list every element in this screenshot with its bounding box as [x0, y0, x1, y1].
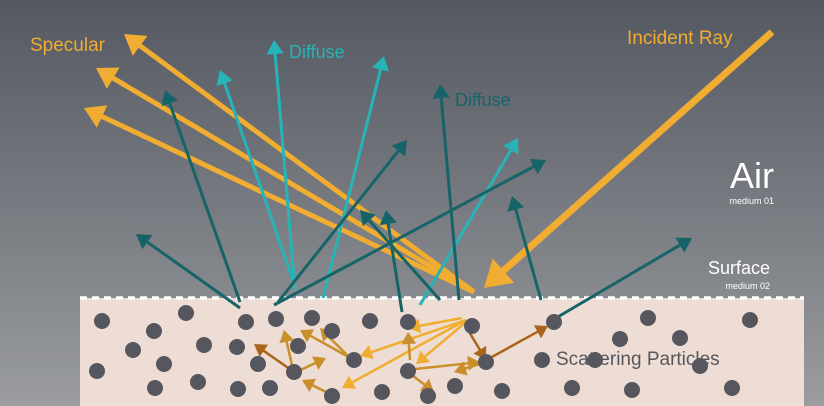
diffuse-label-light: Diffuse	[289, 42, 345, 62]
scattering-particle	[196, 337, 212, 353]
diffuse-ray-arrow	[136, 234, 241, 310]
scattering-particle	[742, 312, 758, 328]
scattering-particle	[262, 380, 278, 396]
scattering-particle	[238, 314, 254, 330]
scattering-particle	[374, 384, 390, 400]
scattering-particle	[89, 363, 105, 379]
diffuse-ray-arrow	[161, 90, 242, 303]
internal-scatter-arrow	[416, 321, 467, 364]
scattering-particle	[324, 323, 340, 339]
scattering-particle	[304, 310, 320, 326]
diffuse-ray-arrow	[266, 40, 297, 291]
scattering-particle	[362, 313, 378, 329]
scattering-particle	[640, 310, 656, 326]
diffuse-label-dark: Diffuse	[455, 90, 511, 110]
scattering-particle	[290, 338, 306, 354]
scattering-particle	[125, 342, 141, 358]
diffuse-ray-arrow	[360, 210, 442, 301]
diffuse-ray-arrow	[216, 70, 297, 287]
scattering-particle	[178, 305, 194, 321]
scattering-particle	[268, 311, 284, 327]
internal-scatter-arrow	[489, 325, 548, 360]
scattering-particle	[286, 364, 302, 380]
scattering-particle	[624, 382, 640, 398]
scattering-particle	[400, 363, 416, 379]
scattering-particles-label: Scattering Particles	[556, 349, 720, 370]
diffuse-ray-arrow	[321, 56, 389, 299]
scattering-particle	[612, 331, 628, 347]
scattering-particle	[464, 318, 480, 334]
diffuse-ray-arrow	[555, 237, 692, 320]
air-label: Air	[730, 155, 774, 196]
diffuse-ray-arrow	[507, 196, 543, 301]
scattering-particle	[146, 323, 162, 339]
diffuse-ray-arrow	[276, 140, 407, 303]
scattering-particles-group	[89, 305, 758, 404]
scattering-particle	[587, 352, 603, 368]
scattering-particle	[94, 313, 110, 329]
scattering-particle	[420, 388, 436, 404]
light-arrows	[84, 29, 775, 396]
scattering-particle	[346, 352, 362, 368]
scattering-particle	[147, 380, 163, 396]
scattering-particle	[250, 356, 266, 372]
scattering-particle	[478, 354, 494, 370]
specular-ray-arrow	[124, 34, 476, 295]
scattering-particle	[447, 378, 463, 394]
surface-label: Surface	[708, 258, 770, 278]
surface-medium-label: medium 02	[725, 281, 770, 291]
scattering-particle	[400, 314, 416, 330]
diffuse-ray-arrow	[418, 138, 519, 306]
specular-label: Specular	[30, 35, 106, 56]
incident-ray-label: Incident Ray	[627, 28, 733, 49]
diffuse-ray-arrow	[432, 84, 461, 301]
scattering-particle	[324, 388, 340, 404]
scattering-particle	[534, 352, 550, 368]
scattering-particle	[724, 380, 740, 396]
scattering-particle	[230, 381, 246, 397]
scattering-particle	[190, 374, 206, 390]
incident-ray-arrow	[484, 29, 775, 288]
scattering-particle	[156, 356, 172, 372]
scattering-particle	[564, 380, 580, 396]
diffuse-ray-arrow	[379, 210, 404, 313]
air-medium-label: medium 01	[729, 196, 774, 206]
internal-scatter-arrow	[360, 318, 467, 360]
scattering-particle	[672, 330, 688, 346]
scattering-particle	[692, 358, 708, 374]
internal-scatter-arrow	[401, 332, 417, 361]
diffuse-ray-arrow	[273, 158, 546, 307]
scattering-particle	[229, 339, 245, 355]
scattering-particle	[546, 314, 562, 330]
scattering-particle	[494, 383, 510, 399]
